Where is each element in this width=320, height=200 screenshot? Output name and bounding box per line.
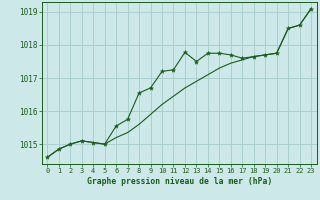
- X-axis label: Graphe pression niveau de la mer (hPa): Graphe pression niveau de la mer (hPa): [87, 177, 272, 186]
